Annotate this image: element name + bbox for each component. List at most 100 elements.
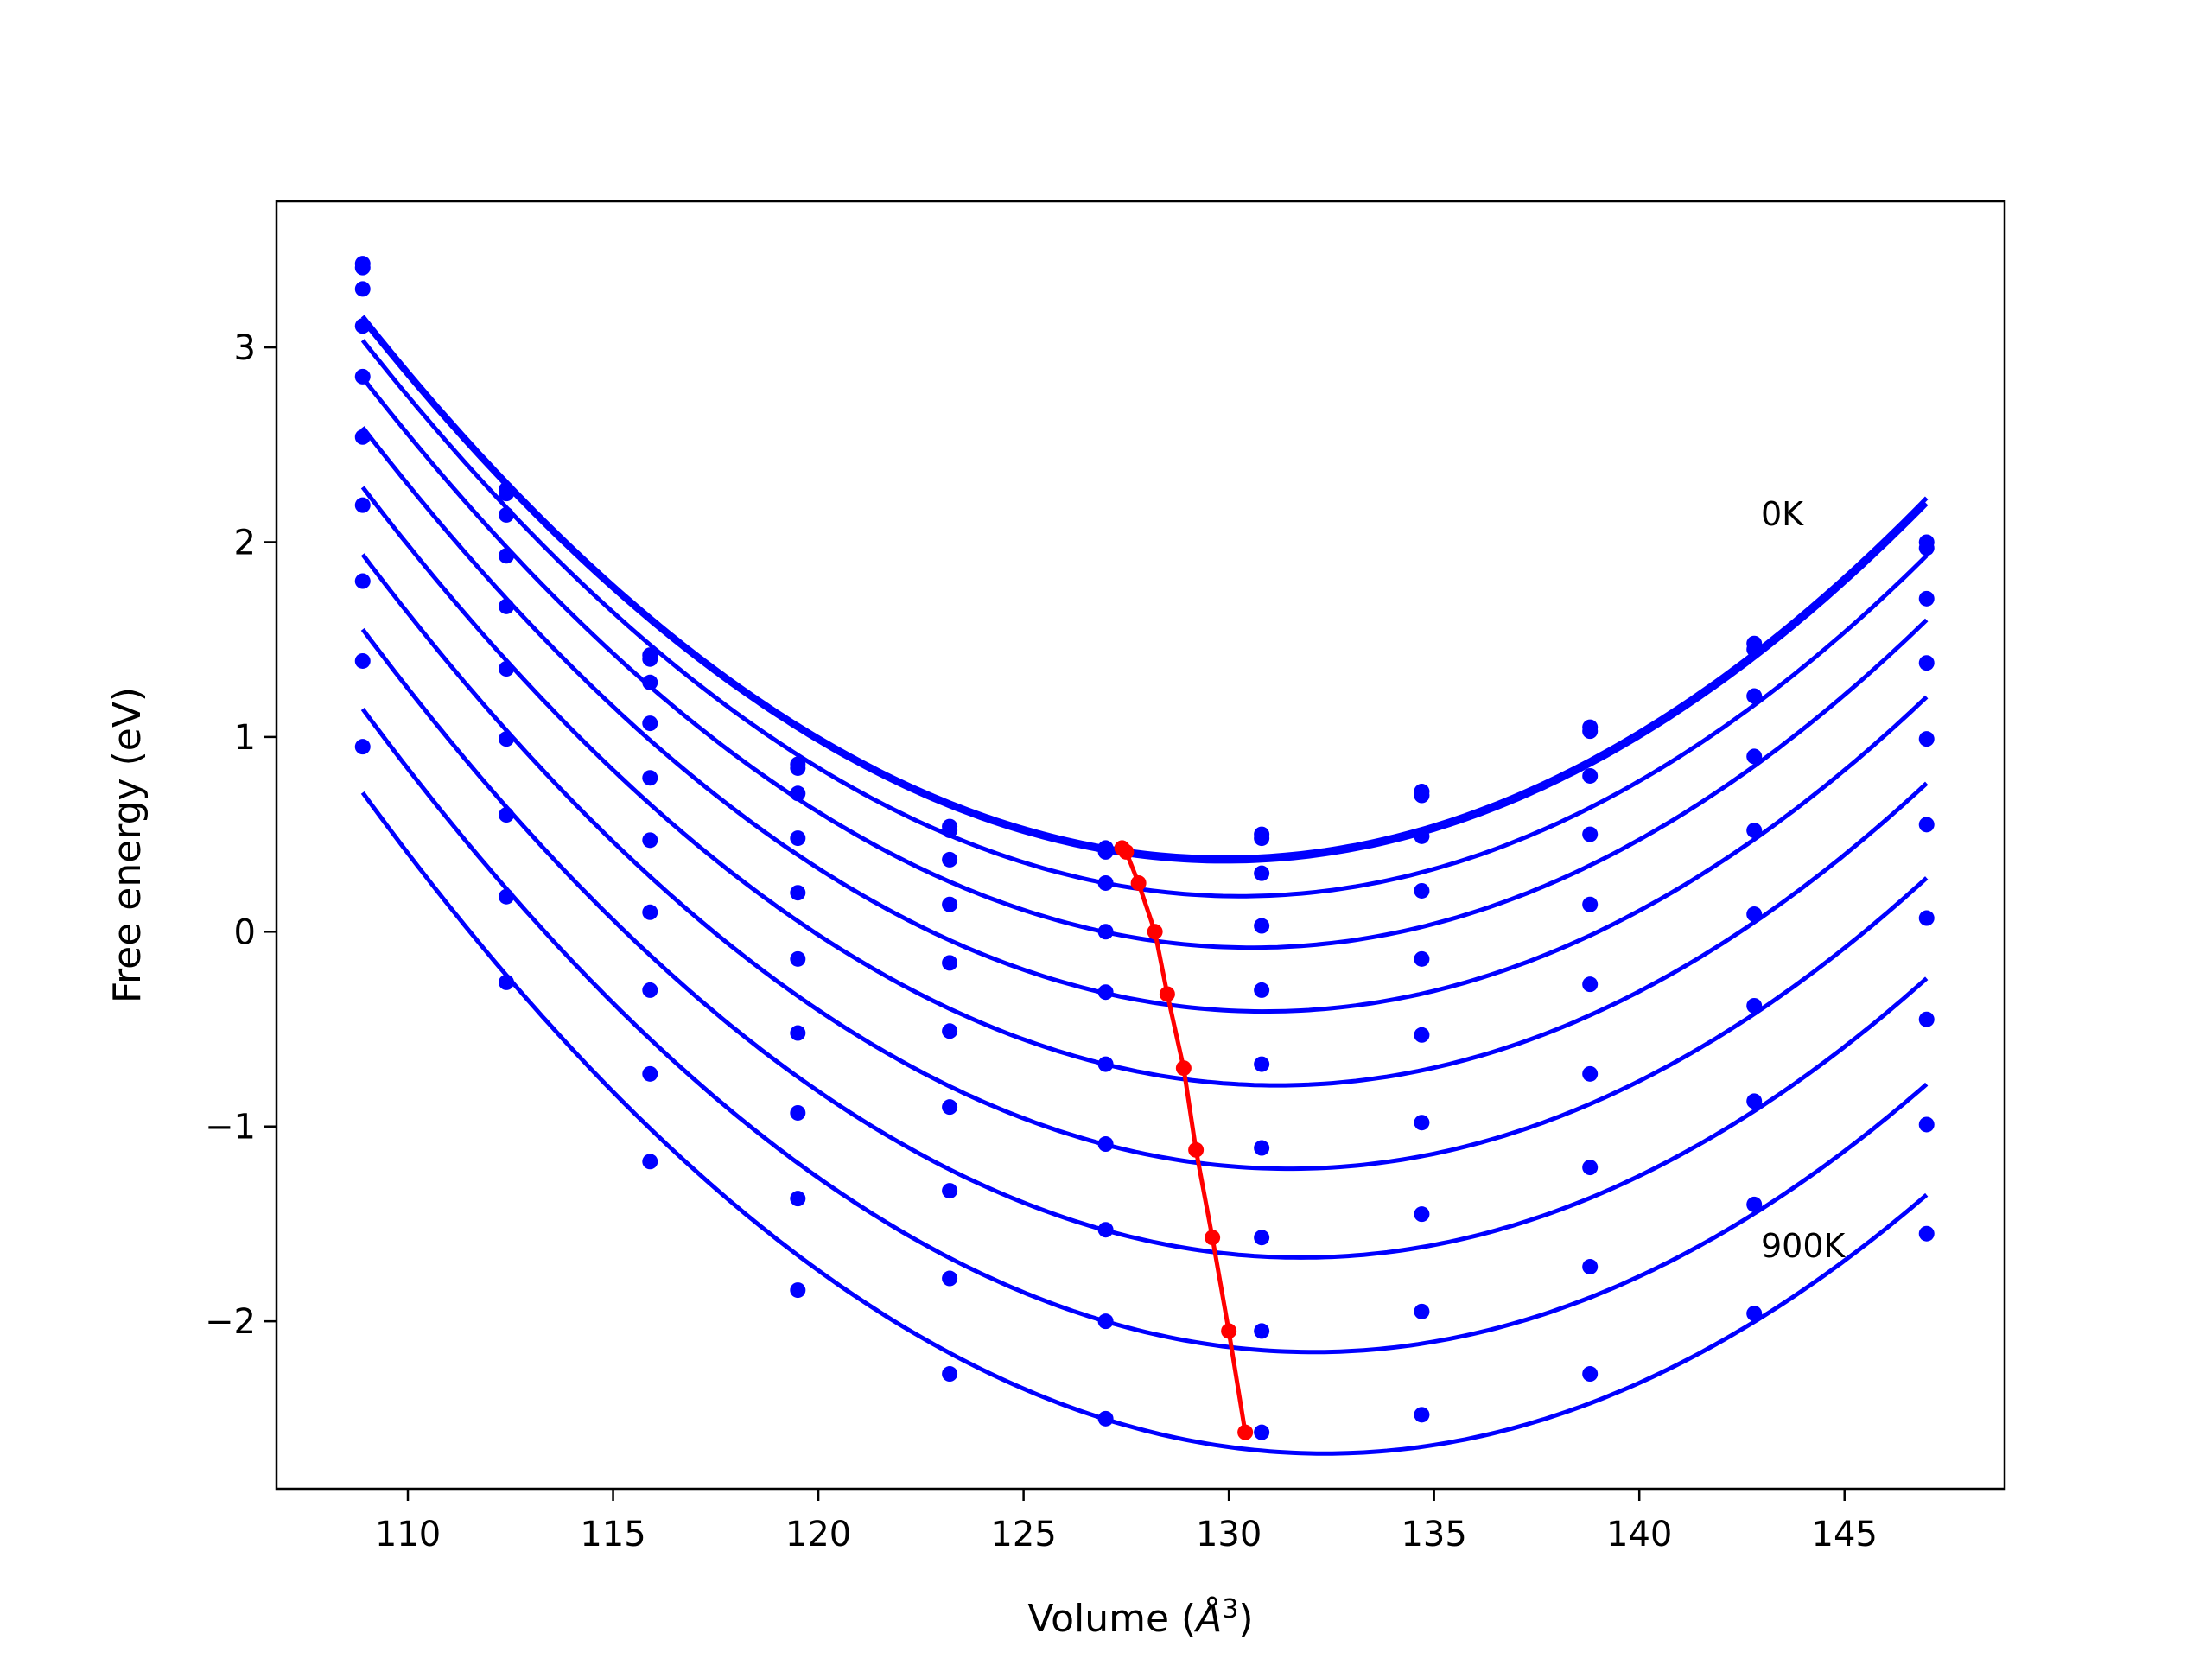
x-tick-label: 110 [375,1515,441,1554]
data-point [1097,1313,1114,1330]
data-point [354,281,371,297]
data-point [499,548,515,564]
data-point [1582,1259,1599,1275]
data-point [499,974,515,990]
data-point [1918,910,1935,926]
data-point [1746,997,1763,1014]
minimum-point [1130,874,1147,891]
data-point [1254,865,1270,881]
data-point [1582,767,1599,784]
free-energy-curve-7 [360,627,1929,1260]
data-point [1746,641,1763,658]
free-energy-curve-8 [360,708,1929,1355]
x-tick-label: 145 [1812,1515,1878,1554]
data-point [1918,590,1935,607]
data-point [642,1154,658,1170]
data-point [1582,1366,1599,1382]
plot-area [354,256,1935,1456]
data-point [1254,1230,1270,1246]
data-point [1414,1027,1430,1043]
y-tick-label: −1 [205,1108,256,1147]
minimum-point [1188,1141,1205,1158]
data-point [354,497,371,513]
data-point [1918,1011,1935,1027]
data-point [1918,540,1935,556]
data-point [1746,1306,1763,1322]
data-point [790,1025,806,1041]
data-point [942,955,958,971]
data-point [790,1104,806,1121]
data-point [1254,1424,1270,1440]
data-point [1582,976,1599,993]
data-point [1254,1056,1270,1072]
data-point [942,1183,958,1199]
data-point [642,651,658,667]
free-energy-curve-3 [360,376,1929,950]
annotation-0k: 0K [1761,495,1804,533]
data-point [1414,882,1430,899]
data-point [354,368,371,385]
data-point [1414,1115,1430,1131]
data-point [1254,918,1270,934]
data-point [790,1282,806,1299]
data-point [1097,984,1114,1001]
data-point [1414,1303,1430,1319]
annotation-900k: 900K [1761,1227,1847,1265]
data-point [1582,1065,1599,1082]
data-point [1414,950,1430,967]
minimum-point [1159,986,1175,1002]
data-point [1746,748,1763,765]
data-point [642,715,658,732]
data-point [1918,817,1935,833]
minimum-point [1205,1230,1221,1246]
data-point [1918,655,1935,671]
minimum-point [1175,1060,1192,1077]
x-axis-label: Volume (Å3) [1027,1594,1253,1641]
data-point [1414,787,1430,804]
y-axis-label: Free energy (eV) [105,687,149,1003]
data-point [1918,731,1935,747]
data-point [1254,982,1270,998]
data-point [499,888,515,905]
free-energy-curve-5 [360,486,1929,1088]
data-point [1414,1206,1430,1223]
data-point [354,652,371,669]
data-point [499,598,515,614]
data-point [642,832,658,849]
free-energy-curve-2 [360,339,1929,899]
data-point [1746,1196,1763,1212]
data-point [790,830,806,847]
data-point [642,982,658,998]
free-energy-curve-0 [360,315,1929,860]
minimum-point [1221,1323,1237,1339]
data-point [642,1065,658,1082]
data-point [1097,924,1114,940]
data-point [1097,843,1114,860]
data-point [354,573,371,589]
data-point [1097,1222,1114,1238]
data-point [1746,823,1763,839]
data-point [942,1270,958,1287]
data-point [942,1099,958,1116]
data-point [354,318,371,334]
data-point [499,807,515,823]
free-energy-curve-9 [360,791,1929,1456]
data-point [790,760,806,776]
data-point [942,896,958,912]
data-point [1582,826,1599,842]
data-point [1918,1225,1935,1242]
y-tick-label: 3 [234,328,256,368]
data-point [1254,830,1270,847]
y-tick-label: 1 [234,718,256,758]
data-point [642,770,658,786]
data-point [354,739,371,755]
data-point [499,506,515,523]
data-point [642,674,658,690]
x-tick-label: 130 [1196,1515,1262,1554]
free-energy-curve-1 [360,319,1929,864]
y-tick-label: 0 [234,912,256,952]
minima-line [1120,846,1248,1433]
data-point [1414,828,1430,844]
